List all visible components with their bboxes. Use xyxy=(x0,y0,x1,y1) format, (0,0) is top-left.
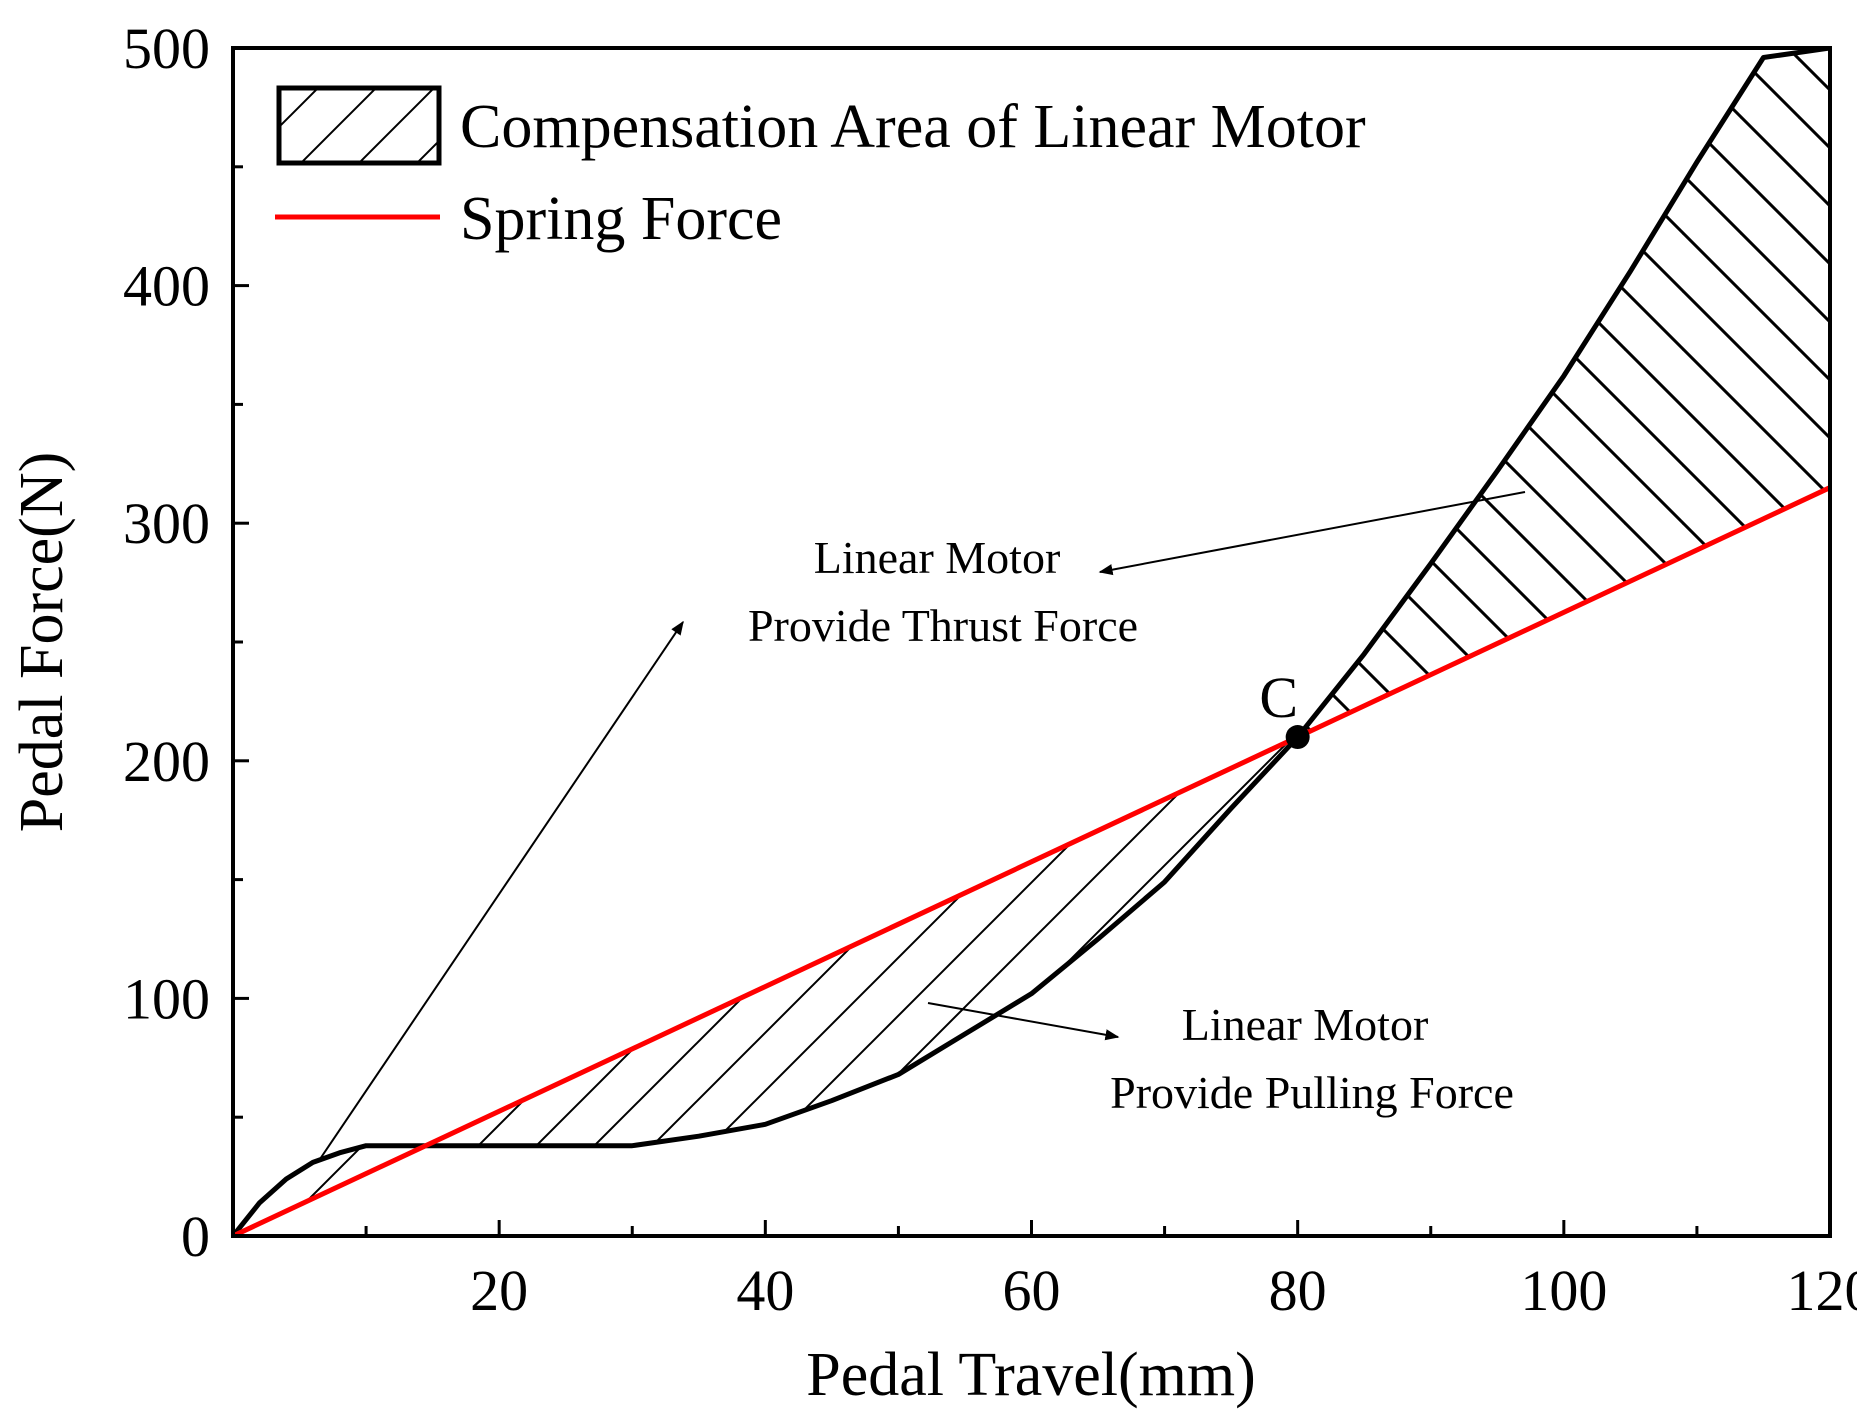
x-tick-label: 40 xyxy=(736,1258,794,1323)
legend-label-spring: Spring Force xyxy=(460,185,782,253)
pulling-label-line2: Provide Pulling Force xyxy=(1110,1067,1514,1118)
series-line-force xyxy=(233,48,1830,1236)
point-c-group: C xyxy=(1259,665,1310,750)
y-tick-label: 500 xyxy=(123,16,210,81)
legend: Compensation Area of Linear Motor Spring… xyxy=(275,85,1366,253)
x-tick-label: 100 xyxy=(1520,1258,1607,1323)
x-axis-label: Pedal Travel(mm) xyxy=(806,1341,1255,1409)
y-tick-label: 200 xyxy=(123,729,210,794)
point-c-label: C xyxy=(1259,665,1298,730)
arrow-thrust-left xyxy=(317,620,684,1163)
x-tick-label: 60 xyxy=(1003,1258,1061,1323)
point-c xyxy=(1285,725,1310,750)
annotation-pulling: Linear Motor Provide Pulling Force xyxy=(927,999,1514,1118)
legend-swatch-hatched xyxy=(276,85,442,166)
x-axis: 20 40 60 80 100 120 xyxy=(231,1220,1857,1323)
x-tick-label: 20 xyxy=(470,1258,528,1323)
y-tick-label: 400 xyxy=(123,254,210,319)
thrust-label-line2: Provide Thrust Force xyxy=(748,600,1138,651)
y-axis: 0 100 200 300 400 500 xyxy=(123,16,249,1269)
series-layer xyxy=(233,48,1830,1236)
series-line-spring xyxy=(233,485,1830,1236)
legend-label-compensation: Compensation Area of Linear Motor xyxy=(460,93,1366,161)
y-tick-label: 0 xyxy=(181,1204,210,1269)
thrust-label-line1: Linear Motor xyxy=(814,532,1061,583)
arrow-thrust-right xyxy=(1098,491,1526,576)
annotation-thrust: Linear Motor Provide Thrust Force xyxy=(317,491,1526,1163)
y-axis-label: Pedal Force(N) xyxy=(8,452,76,832)
arrow-pulling xyxy=(927,1002,1120,1041)
y-tick-label: 300 xyxy=(123,491,210,556)
y-tick-label: 100 xyxy=(123,966,210,1031)
pulling-label-line1: Linear Motor xyxy=(1182,999,1429,1050)
x-tick-label: 80 xyxy=(1269,1258,1327,1323)
x-tick-label: 120 xyxy=(1787,1258,1857,1323)
